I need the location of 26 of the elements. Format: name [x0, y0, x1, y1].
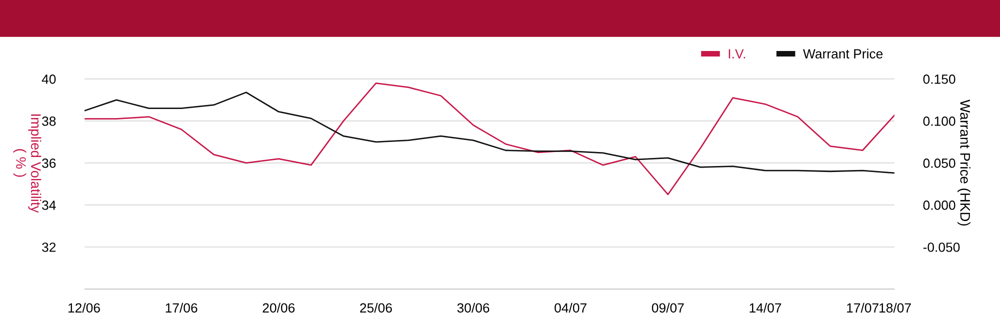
line-series	[84, 92, 895, 174]
x-tick-label: 17/06	[166, 302, 198, 313]
y2-tick-label: -0.050	[923, 242, 960, 252]
y2-tick-label: 0.000	[923, 200, 956, 210]
x-tick-label: 30/06	[457, 302, 490, 313]
x-tick-label: 12/06	[68, 302, 100, 313]
y2-axis-title: Warrant Price (HKD)	[957, 100, 970, 226]
y-axis-title: Implied Volatility ( % )	[13, 114, 42, 213]
x-tick-label: 14/07	[750, 302, 782, 313]
x-tick-label: 25/06	[360, 302, 392, 313]
y-tick-label: 32	[42, 242, 56, 252]
y-tick-label: 40	[42, 74, 56, 84]
y-tick-label: 36	[42, 158, 56, 168]
x-tick-label: 17/07	[847, 302, 878, 313]
y-tick-label: 38	[42, 116, 56, 126]
x-tick-label: 18/07	[880, 302, 911, 313]
y-tick-label: 34	[42, 200, 56, 210]
y2-tick-label: 0.050	[923, 158, 956, 168]
legend-label: Warrant Price	[803, 48, 883, 59]
y2-tick-label: 0.150	[923, 74, 956, 84]
y2-tick-label: 0.100	[923, 116, 956, 126]
x-tick-label: 09/07	[652, 302, 684, 313]
x-tick-label: 04/07	[554, 302, 586, 313]
x-tick-label: 20/06	[262, 302, 295, 313]
line-series	[84, 82, 895, 196]
legend-label: I.V.	[728, 49, 746, 58]
